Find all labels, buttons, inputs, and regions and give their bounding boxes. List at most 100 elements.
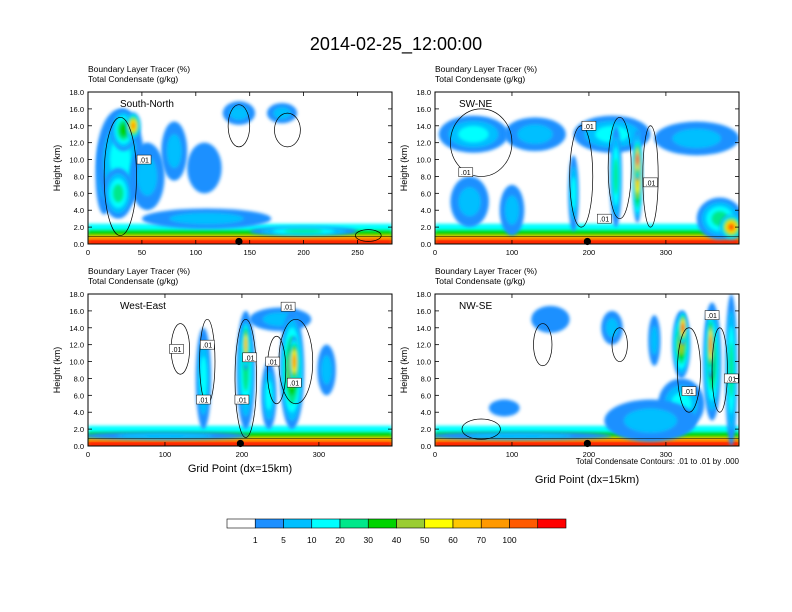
contour-tag: .01 <box>265 356 280 367</box>
contour-tag-box <box>597 213 612 224</box>
y-tick-label: 2.0 <box>74 223 84 232</box>
y-tick-label: 8.0 <box>421 374 431 383</box>
panel-label-tracer: Boundary Layer Tracer (%) <box>88 266 190 276</box>
contour-tag: .01 <box>280 301 296 312</box>
tracer-level-2 <box>273 107 291 119</box>
tracer-feature <box>266 102 298 124</box>
tracer-level-4 <box>729 342 734 398</box>
tracer-level-2 <box>672 128 722 149</box>
condensate-contours <box>88 318 392 439</box>
contour-tag-label: .01 <box>646 180 656 187</box>
panel-south-north: .01 0.0 2.0 4.0 6.0 8.0 10.0 12.0 14.0 16.0 18.0 0 5… <box>52 64 393 257</box>
tracer-level-10 <box>635 154 639 165</box>
contour-tag-box <box>704 310 720 320</box>
tracer-level-10 <box>728 224 735 231</box>
panel-label-tracer: Boundary Layer Tracer (%) <box>88 64 190 74</box>
tracer-feature <box>601 310 623 345</box>
y-tick-label: 16.0 <box>416 105 431 114</box>
contour-tag-label: .01 <box>461 170 471 177</box>
panel-label-condensate: Total Condensate (g/kg) <box>88 74 178 84</box>
condensate-contour <box>266 335 287 405</box>
y-tick-label: 8.0 <box>74 374 84 383</box>
tracer-level-2 <box>321 355 332 385</box>
y-tick-label: 10.0 <box>69 156 84 165</box>
tracer-level-3 <box>595 126 629 143</box>
condensate-contour <box>461 418 501 440</box>
y-tick-label: 18.0 <box>69 88 84 97</box>
y-axis-label: Height (km) <box>52 347 62 394</box>
panel-label-tracer: Boundary Layer Tracer (%) <box>435 64 537 74</box>
contour-tag-box <box>280 301 296 312</box>
x-tick-label: 50 <box>138 248 146 257</box>
x-tick-label: 100 <box>506 248 519 257</box>
x-tick-label: 200 <box>583 450 596 459</box>
colorbar-bin <box>424 518 454 529</box>
tracer-level-3 <box>458 126 489 143</box>
contour-tag-label: .01 <box>684 389 694 396</box>
y-tick-label: 0.0 <box>421 240 431 249</box>
tracer-feature <box>161 121 188 181</box>
contour-tag-label: .01 <box>289 381 299 388</box>
colorbar-bin <box>367 518 397 529</box>
colorbar-bin <box>311 518 341 529</box>
colorbar-bin <box>480 518 510 529</box>
panel-label-condensate: Total Condensate (g/kg) <box>435 276 525 286</box>
contour-tag-label: .01 <box>726 376 736 383</box>
tracer-feature <box>222 101 256 125</box>
condensate-contour <box>569 125 594 228</box>
x-tick-label: 300 <box>660 450 673 459</box>
y-tick-label: 4.0 <box>421 408 431 417</box>
contour-tag-label: .01 <box>237 398 247 405</box>
tracer-level-3 <box>200 356 207 401</box>
tracer-field <box>435 294 739 446</box>
location-marker <box>235 237 243 246</box>
y-tick-label: 12.0 <box>69 341 84 350</box>
x-axis-label-left: Grid Point (dx=15km) <box>188 463 292 475</box>
colorbar-bin <box>509 518 539 529</box>
tracer-level-9 <box>709 336 713 353</box>
contour-tag: .01 <box>200 339 215 350</box>
contour-tag-label: .01 <box>707 313 717 320</box>
tracer-feature <box>604 399 697 442</box>
y-tick-label: 2.0 <box>421 425 431 434</box>
tracer-feature <box>648 315 661 366</box>
colorbar-label: 60 <box>448 535 458 545</box>
tracer-level-1 <box>187 142 222 194</box>
contour-tag: .01 <box>581 121 597 131</box>
y-tick-label: 16.0 <box>69 307 84 316</box>
panel-title: West-East <box>120 301 166 312</box>
condensate-contour <box>607 116 632 220</box>
y-tick-label: 12.0 <box>416 139 431 148</box>
y-tick-label: 16.0 <box>69 105 84 114</box>
colorbar-bin <box>452 518 482 529</box>
panel-label-condensate: Total Condensate (g/kg) <box>88 276 178 286</box>
tracer-feature <box>187 142 222 194</box>
x-tick-label: 200 <box>583 248 596 257</box>
tracer-level-5 <box>119 123 128 137</box>
panel-label-condensate: Total Condensate (g/kg) <box>435 74 525 84</box>
tracer-level-2 <box>466 433 573 439</box>
panel-sw-ne: .01 .01 .01 .01 0.0 2.0 4.0 6.0 8.0 10.0 12.0 14.0 1… <box>399 64 740 257</box>
x-axis-label-right: Grid Point (dx=15km) <box>535 474 639 486</box>
colorbar-label: 10 <box>307 535 317 545</box>
tracer-feature <box>141 208 272 229</box>
panel-label-tracer: Boundary Layer Tracer (%) <box>435 266 537 276</box>
y-tick-label: 18.0 <box>416 290 431 299</box>
colorbar-label: 40 <box>392 535 402 545</box>
colorbar-label: 70 <box>477 535 487 545</box>
y-tick-label: 12.0 <box>69 139 84 148</box>
colorbar-bin <box>226 518 256 529</box>
x-tick-label: 300 <box>313 450 326 459</box>
condensate-contours <box>435 323 739 440</box>
contour-tag: .01 <box>234 394 250 405</box>
contour-tag-box <box>242 352 257 363</box>
tracer-level-2 <box>229 106 249 120</box>
y-tick-label: 18.0 <box>69 290 84 299</box>
condensate-contour <box>642 125 659 228</box>
contour-tag-box <box>681 386 697 396</box>
y-tick-label: 8.0 <box>74 172 84 181</box>
colorbar-label: 100 <box>502 535 516 545</box>
y-tick-label: 10.0 <box>69 358 84 367</box>
x-tick-label: 200 <box>297 248 310 257</box>
x-tick-label: 250 <box>351 248 364 257</box>
